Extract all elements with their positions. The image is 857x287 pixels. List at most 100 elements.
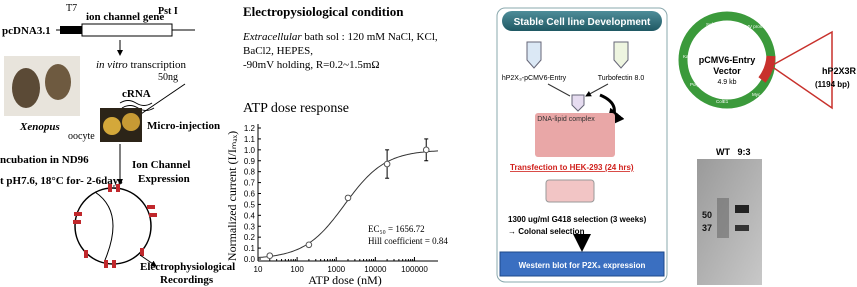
needle <box>134 83 186 119</box>
x-axis-label: ATP dose (nM) <box>308 273 382 287</box>
arrow <box>139 254 157 267</box>
x-tick-label: 1000 <box>327 265 345 274</box>
blot: WT 9:3 50 37 <box>697 147 762 285</box>
plate <box>545 179 595 203</box>
chart: ATP dose response ATP dose (nM) Normaliz… <box>225 101 448 287</box>
transfection: Transfection to HEK-293 (24 hrs) <box>510 163 634 172</box>
y-tick-label: 1.1 <box>244 135 256 144</box>
incubation: t pH7.6, 18°C for- 2-6days <box>0 175 123 187</box>
complex-label: DNA-lipid complex <box>537 116 595 123</box>
gene-label: ion channel gene <box>86 11 164 23</box>
insert-site <box>758 55 776 83</box>
vector-name: pcDNA3.1 <box>2 25 51 37</box>
ring-label: PolyA <box>690 82 702 87</box>
ivt-italic: in vitro <box>96 59 128 71</box>
band <box>717 198 729 238</box>
oocyte-cell <box>122 113 140 131</box>
annotation: Hill coefficient = 0.84 <box>368 236 448 246</box>
ivt-rest: transcription <box>130 59 186 71</box>
colonal: → Colonal selection <box>508 227 585 236</box>
dose: 50ng <box>158 72 178 83</box>
y-tick-label: 0.6 <box>244 190 256 199</box>
selection: 1300 ug/ml G418 selection (3 weeks) <box>508 215 647 224</box>
x-tick-label: 100000 <box>401 265 428 274</box>
condition-line: Extracellular bath sol : 120 mM NaCl, KC… <box>242 31 438 43</box>
point <box>422 146 430 154</box>
cells-photo <box>535 113 615 157</box>
y-tick-label: 0.4 <box>244 211 256 220</box>
point <box>266 252 274 260</box>
ivt-label: in vitro transcription <box>96 59 187 71</box>
oocyte-label: oocyte <box>68 131 95 142</box>
vector-name: pCMV6-Entry <box>699 55 756 65</box>
annotation: EC₅₀ = 1656.72 <box>368 224 425 234</box>
y-tick-label: 0.2 <box>244 233 256 242</box>
expression: Expression <box>138 173 190 185</box>
recording: Recordings <box>160 274 214 286</box>
vector-map: pCMV6-Entry Vector 4.9 kb hP2X3R (1194 b… <box>678 11 857 110</box>
tube-label: hP2X₃-pCMV6-Entry <box>502 75 567 82</box>
ring-label: SgfI <box>706 22 714 27</box>
membrane-fold <box>94 191 114 261</box>
y-tick-label: 1.0 <box>244 146 256 155</box>
chart-title: ATP dose response <box>243 101 349 116</box>
stable-line: Stable Cell line Development hP2X₃-pCMV6… <box>496 7 668 283</box>
workflow: T7 pcDNA3.1 ion channel gene Pst I in vi… <box>0 3 235 286</box>
y-tick-label: 0.8 <box>244 168 256 177</box>
t7: T7 <box>66 3 77 14</box>
ring-label: Myc <box>752 92 761 97</box>
insert: hP2X3R <box>822 66 857 76</box>
ring-label: CMV promoter <box>742 24 772 29</box>
tube <box>571 94 585 112</box>
pst-label: Pst I <box>158 6 178 17</box>
frog <box>45 64 71 100</box>
ring-label: Kan <box>683 54 692 59</box>
ring-label: ColE1 <box>716 99 729 104</box>
expression: Ion Channel <box>132 159 190 171</box>
y-tick-label: 1.2 <box>244 124 256 133</box>
condition-line: BaCl2, HEPES, <box>243 45 313 57</box>
marker: 37 <box>702 223 712 233</box>
insert-size: (1194 bp) <box>815 80 850 89</box>
injection: Micro-injection <box>147 120 220 132</box>
frog <box>12 68 40 108</box>
blot-membrane <box>697 159 762 285</box>
condition-line: -90mV holding, R=0.2~1.5mΩ <box>243 59 380 71</box>
blot-lanes: WT 9:3 <box>716 147 751 157</box>
gene-box <box>81 23 173 37</box>
recording: Electrophysiological <box>140 261 235 273</box>
point <box>305 241 313 249</box>
channels <box>73 184 157 268</box>
tube <box>613 41 629 69</box>
y-axis-label: Normalized current (I/Iₘₐₓ) <box>225 131 239 261</box>
point <box>344 194 352 202</box>
y-tick-label: 0.9 <box>244 157 256 166</box>
western-label: Western blot for P2X₃ expression <box>519 261 646 270</box>
italic: Extracellular <box>242 31 302 43</box>
y-tick-label: 0.7 <box>244 179 256 188</box>
ring-labels: SgfI CMV promoter PolyA ColE1 Kan Myc <box>683 22 772 104</box>
vector-size: 4.9 kb <box>717 79 736 86</box>
condition-title: Electropysiological condition <box>243 4 404 19</box>
xenopus: Xenopus <box>19 121 60 133</box>
x-tick-label: 100 <box>290 265 304 274</box>
y-tick-label: 0.0 <box>244 255 256 264</box>
band <box>735 225 749 231</box>
x-tick-label: 10000 <box>364 265 387 274</box>
insert-triangle <box>769 30 833 110</box>
y-tick-label: 0.5 <box>244 200 256 209</box>
text: bath sol : 120 mM NaCl, KCl, <box>302 31 438 43</box>
crna: cRNA <box>122 88 151 100</box>
band <box>735 205 749 213</box>
x-tick-label: 10 <box>254 265 263 274</box>
marker: 50 <box>702 210 712 220</box>
header-text: Stable Cell line Development <box>514 17 651 28</box>
arrow <box>547 83 609 96</box>
tube <box>526 41 542 69</box>
promoter <box>60 26 82 34</box>
tube-label: Turbofectin 8.0 <box>598 75 645 82</box>
western-box <box>499 251 665 277</box>
condition: Electropysiological condition Extracellu… <box>242 4 438 71</box>
point <box>383 160 391 168</box>
